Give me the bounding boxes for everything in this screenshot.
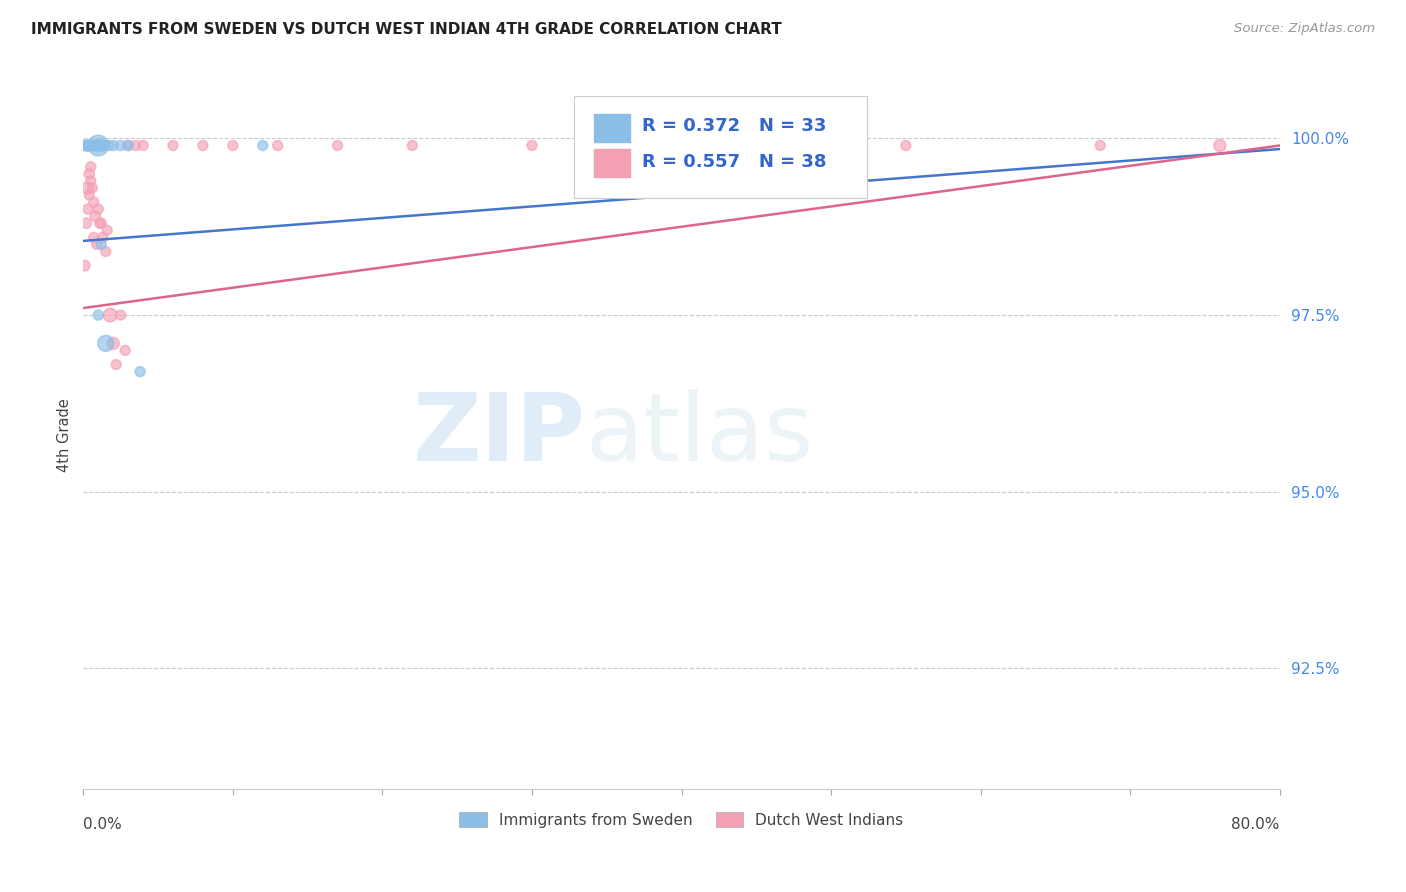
Point <box>89 216 111 230</box>
Point <box>90 216 112 230</box>
Point <box>86 237 108 252</box>
Point <box>96 223 118 237</box>
Bar <box>595 149 630 178</box>
Point <box>80 138 103 153</box>
Text: 80.0%: 80.0% <box>1232 817 1279 832</box>
Text: Source: ZipAtlas.com: Source: ZipAtlas.com <box>1234 22 1375 36</box>
Point <box>84 138 107 153</box>
Point <box>110 138 132 153</box>
Point <box>671 138 693 153</box>
Point <box>73 259 96 273</box>
Point <box>91 230 114 244</box>
Point <box>86 138 108 153</box>
Point <box>105 358 128 372</box>
Text: IMMIGRANTS FROM SWEDEN VS DUTCH WEST INDIAN 4TH GRADE CORRELATION CHART: IMMIGRANTS FROM SWEDEN VS DUTCH WEST IND… <box>31 22 782 37</box>
Point <box>132 138 155 153</box>
Point <box>103 336 125 351</box>
Point <box>77 188 100 202</box>
Point <box>401 138 423 153</box>
Point <box>87 202 110 216</box>
Point <box>83 138 105 153</box>
Point <box>117 138 139 153</box>
Point <box>326 138 349 153</box>
Point <box>1090 138 1112 153</box>
Point <box>87 138 110 153</box>
Point <box>76 138 98 153</box>
Point <box>252 138 274 153</box>
Point <box>267 138 290 153</box>
Legend: Immigrants from Sweden, Dutch West Indians: Immigrants from Sweden, Dutch West India… <box>453 805 910 834</box>
Point <box>83 230 105 244</box>
Point <box>581 138 603 153</box>
Point <box>80 138 103 153</box>
Point <box>77 138 100 153</box>
Text: R = 0.372   N = 33: R = 0.372 N = 33 <box>643 118 827 136</box>
Point <box>84 209 107 223</box>
Point <box>76 202 98 216</box>
Point <box>82 181 104 195</box>
Point <box>93 138 115 153</box>
Point <box>75 138 97 153</box>
Point <box>83 194 105 209</box>
Point <box>84 138 107 153</box>
Point <box>77 167 100 181</box>
Point <box>162 138 184 153</box>
Point <box>90 237 112 252</box>
Point <box>73 138 96 153</box>
Point <box>82 138 104 153</box>
Point <box>94 244 117 259</box>
Point <box>1209 138 1232 153</box>
Point <box>894 138 917 153</box>
Point <box>110 308 132 322</box>
Point <box>77 138 100 153</box>
Point <box>520 138 543 153</box>
Point <box>76 138 98 153</box>
Point <box>117 138 139 153</box>
Point <box>80 174 103 188</box>
Point <box>80 138 103 153</box>
Point <box>222 138 245 153</box>
FancyBboxPatch shape <box>574 96 868 199</box>
Point <box>89 138 111 153</box>
Point <box>114 343 136 358</box>
Text: ZIP: ZIP <box>413 389 586 481</box>
Text: 0.0%: 0.0% <box>83 817 122 832</box>
Point <box>76 181 98 195</box>
Point <box>86 138 108 153</box>
Text: R = 0.557   N = 38: R = 0.557 N = 38 <box>643 153 827 170</box>
Point <box>103 138 125 153</box>
Point <box>80 160 103 174</box>
Point <box>124 138 146 153</box>
Point <box>75 216 97 230</box>
Point <box>83 138 105 153</box>
Point <box>129 365 152 379</box>
Point <box>91 138 114 153</box>
Point <box>76 138 98 153</box>
Y-axis label: 4th Grade: 4th Grade <box>58 399 72 472</box>
Point <box>82 138 104 153</box>
Bar <box>595 113 630 142</box>
Point <box>191 138 214 153</box>
Point <box>97 138 120 153</box>
Point <box>75 138 97 153</box>
Point <box>98 308 121 322</box>
Point <box>94 336 117 351</box>
Text: atlas: atlas <box>586 389 814 481</box>
Point <box>87 308 110 322</box>
